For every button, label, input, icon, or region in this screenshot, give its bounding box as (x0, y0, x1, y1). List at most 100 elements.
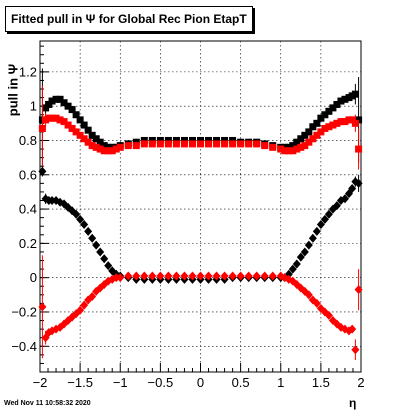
timestamp: Wed Nov 11 10:58:32 2020 (4, 400, 91, 407)
data-point-diamond (332, 201, 341, 211)
data-point-square (355, 145, 363, 153)
data-point-square (229, 140, 237, 148)
data-point-square (92, 143, 100, 151)
y-tick-label: 0.2 (19, 236, 37, 251)
data-point-diamond (244, 271, 253, 281)
data-point-diamond (354, 178, 363, 188)
data-marks (38, 68, 363, 360)
data-point-square (84, 126, 92, 134)
data-point-square (329, 104, 337, 112)
x-tick-label: 0.5 (232, 375, 250, 390)
y-tick-label: 0 (30, 270, 37, 285)
data-point-square (337, 97, 345, 105)
data-point-square (341, 95, 349, 103)
y-axis-label-box: pull in Ψ (2, 40, 24, 140)
data-point-square (148, 140, 156, 148)
data-point-diamond (76, 305, 85, 315)
data-point-square (305, 128, 313, 136)
data-point-square (245, 140, 253, 148)
data-point-diamond (304, 240, 313, 250)
data-point-diamond (180, 271, 189, 281)
y-tick-label: 0.6 (19, 167, 37, 182)
data-point-square (180, 140, 188, 148)
data-point-diamond (340, 194, 349, 204)
data-point-diamond (100, 254, 109, 264)
data-point-square (325, 123, 333, 131)
data-point-diamond (80, 300, 89, 310)
data-point-square (305, 138, 313, 146)
data-point-diamond (304, 290, 313, 300)
data-point-square (285, 147, 293, 155)
data-point-diamond (88, 233, 97, 243)
data-point-square (281, 147, 289, 155)
y-tick-label: 1.2 (19, 64, 37, 79)
data-point-square (289, 142, 297, 150)
data-point-square (313, 119, 321, 127)
data-point-diamond (132, 271, 141, 281)
data-point-square (64, 121, 72, 129)
data-point-diamond (76, 214, 85, 224)
data-point-square (269, 143, 277, 151)
data-point-square (48, 97, 56, 105)
data-point-square (164, 140, 172, 148)
data-point-diamond (88, 292, 97, 302)
data-point-diamond (92, 240, 101, 250)
data-point-square (140, 140, 148, 148)
data-point-square (56, 116, 64, 124)
data-point-square (297, 135, 305, 143)
data-point-square (313, 131, 321, 139)
grid-lines (39, 41, 362, 372)
data-point-square (351, 119, 359, 127)
data-point-square (72, 111, 80, 119)
data-point-diamond (354, 285, 363, 295)
data-point-square (333, 100, 341, 108)
data-point-square (52, 95, 60, 103)
data-point-diamond (72, 209, 81, 219)
data-point-diamond (312, 226, 321, 236)
data-point-diamond (80, 220, 89, 230)
data-point-square (341, 118, 349, 126)
data-point-diamond (116, 273, 125, 283)
tick-labels: −2 −1.5 −1 −0.5 0 0.5 1 1.5 2 −0.4 −0.2 0 0.2 0.4 0.6 0… (11, 64, 364, 390)
data-point-diamond (228, 271, 237, 281)
data-point-diamond (96, 247, 105, 257)
data-point-square (213, 140, 221, 148)
data-point-diamond (268, 271, 277, 281)
data-point-diamond (260, 271, 269, 281)
data-point-square (205, 140, 213, 148)
data-point-square (88, 142, 96, 150)
x-tick-label: −1.5 (67, 375, 93, 390)
data-point-square (60, 99, 68, 107)
data-point-square (337, 118, 345, 126)
data-point-square (237, 140, 245, 148)
y-axis-label: pull in Ψ (5, 63, 21, 117)
data-point-diamond (84, 226, 93, 236)
data-point-square (297, 143, 305, 151)
data-point-square (188, 140, 196, 148)
data-point-square (76, 116, 84, 124)
data-point-diamond (348, 183, 357, 193)
data-point-diamond (324, 310, 333, 320)
data-point-square (38, 124, 46, 132)
data-point-square (80, 121, 88, 129)
data-point-diamond (48, 195, 57, 205)
data-point-square (72, 128, 80, 136)
data-point-diamond (351, 345, 360, 355)
data-point-square (96, 138, 104, 146)
x-tick-label: 1 (277, 375, 284, 390)
axis-ticks (39, 45, 362, 372)
data-point-diamond (204, 271, 213, 281)
data-point-square (317, 114, 325, 122)
chart-title: Fitted pull in Ψ for Global Rec Pion Eta… (5, 6, 253, 32)
data-point-diamond (220, 271, 229, 281)
data-point-diamond (156, 271, 165, 281)
data-point-square (88, 131, 96, 139)
data-point-square (60, 118, 68, 126)
data-point-square (317, 128, 325, 136)
data-point-diamond (296, 252, 305, 262)
data-point-square (289, 147, 297, 155)
data-point-square (293, 145, 301, 153)
data-point-square (116, 143, 124, 151)
